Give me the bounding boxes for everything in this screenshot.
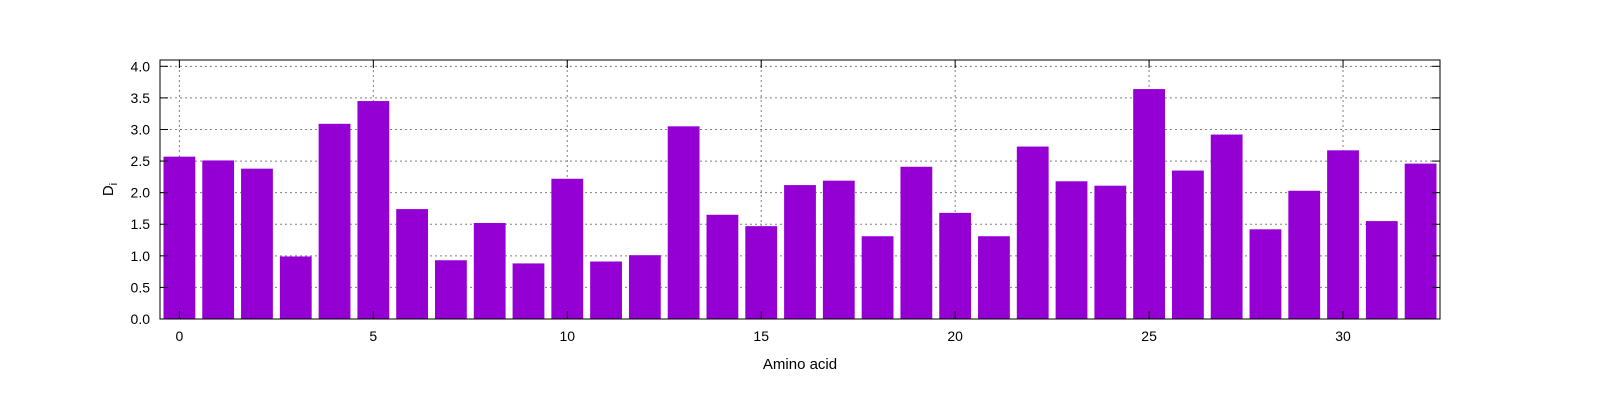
bar bbox=[1404, 163, 1437, 319]
bar bbox=[1133, 89, 1165, 319]
bar bbox=[512, 263, 545, 319]
bar bbox=[163, 156, 196, 319]
y-tick-label: 0.5 bbox=[131, 279, 151, 295]
y-tick-label: 2.5 bbox=[131, 153, 151, 169]
y-tick-label: 3.5 bbox=[131, 90, 151, 106]
bar bbox=[745, 226, 778, 319]
bar bbox=[318, 123, 351, 320]
bar bbox=[1288, 190, 1321, 319]
bar bbox=[939, 212, 972, 319]
x-tick-label: 20 bbox=[947, 328, 963, 344]
axis-ticks bbox=[160, 60, 1440, 320]
y-tick-label: 4.0 bbox=[131, 58, 151, 74]
bar bbox=[396, 209, 429, 319]
bar bbox=[435, 260, 467, 319]
bar bbox=[978, 236, 1010, 319]
bar bbox=[628, 255, 661, 319]
bar bbox=[1016, 146, 1049, 319]
bar bbox=[667, 126, 700, 319]
x-axis-title: Amino acid bbox=[763, 356, 837, 373]
x-tick-label: 25 bbox=[1141, 328, 1157, 344]
y-tick-label: 1.0 bbox=[131, 248, 151, 264]
y-tick-label: 0.0 bbox=[131, 311, 151, 327]
bar bbox=[1249, 229, 1282, 319]
y-axis-title: Di bbox=[100, 183, 120, 196]
bar bbox=[357, 101, 390, 319]
bar bbox=[1365, 221, 1398, 319]
bar bbox=[1094, 185, 1127, 319]
svg-text:Di: Di bbox=[100, 183, 120, 196]
bar bbox=[784, 185, 816, 319]
y-tick-labels: 0.0 0.5 1.0 1.5 2.0 2.5 3.0 3.5 4.0 bbox=[131, 58, 151, 327]
bar bbox=[1171, 170, 1204, 319]
bar bbox=[861, 236, 894, 319]
bar bbox=[706, 214, 739, 319]
y-tick-label: 1.5 bbox=[131, 216, 151, 232]
x-tick-label: 0 bbox=[175, 328, 183, 344]
x-tick-label: 30 bbox=[1335, 328, 1351, 344]
bar bbox=[279, 256, 312, 319]
y-tick-label: 2.0 bbox=[131, 185, 151, 201]
bar bbox=[822, 180, 855, 319]
bar bbox=[1055, 181, 1088, 319]
bar bbox=[473, 222, 506, 319]
x-tick-label: 5 bbox=[369, 328, 377, 344]
x-tick-labels: 0 5 10 15 20 25 30 bbox=[175, 328, 1351, 344]
bar bbox=[900, 166, 933, 319]
y-axis-title-subscript: i bbox=[108, 183, 120, 185]
bar bbox=[202, 160, 235, 319]
bar bbox=[590, 261, 622, 319]
bar bbox=[551, 178, 584, 319]
bar bbox=[1210, 134, 1243, 319]
y-tick-label: 3.0 bbox=[131, 121, 151, 137]
bars bbox=[163, 89, 1437, 320]
y-axis-title-main: D bbox=[100, 185, 117, 196]
x-tick-label: 10 bbox=[559, 328, 575, 344]
bar bbox=[1327, 150, 1359, 319]
bar bbox=[241, 168, 273, 319]
plot-frame bbox=[159, 59, 1441, 320]
x-tick-label: 15 bbox=[753, 328, 769, 344]
